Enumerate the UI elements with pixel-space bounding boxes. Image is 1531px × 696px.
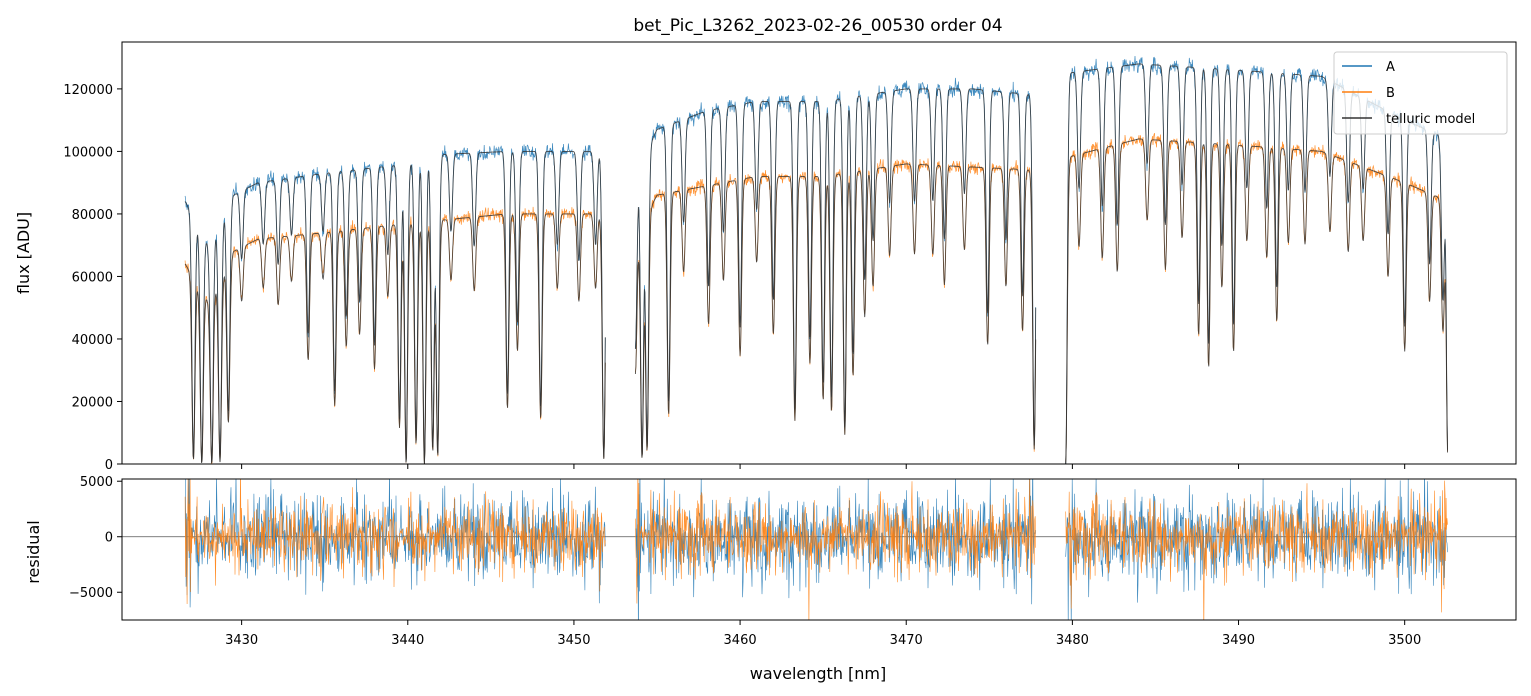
- residual-y-tick-label: −5000: [69, 586, 113, 601]
- chart-title: bet_Pic_L3262_2023-02-26_00530 order 04: [633, 16, 1002, 36]
- residual-panel-border: [121, 478, 1517, 621]
- wavelength-tick-label: 3500: [1388, 633, 1421, 648]
- residual-axis-label: residual: [24, 520, 43, 583]
- flux-panel-border: [121, 41, 1517, 465]
- wavelength-tick-label: 3470: [890, 633, 923, 648]
- legend-label-a: A: [1386, 60, 1395, 75]
- flux-y-tick-label: 60000: [72, 270, 113, 285]
- wavelength-tick-label: 3450: [557, 633, 590, 648]
- residual-series-b-segment-1: [635, 479, 1036, 620]
- residual-series-b-segment-0: [184, 479, 606, 605]
- flux-axis-label: flux [ADU]: [14, 212, 33, 294]
- flux-panel: 0 20000 40000 60000 80000 100000 120000 flux […: [14, 41, 1517, 473]
- wavelength-axis-label: wavelength [nm]: [750, 664, 887, 683]
- legend-label-b: B: [1386, 86, 1395, 101]
- telluric-model-b-segment-1: [634, 163, 1037, 458]
- wavelength-tick-label: 3430: [225, 633, 258, 648]
- legend: A B telluric model: [1333, 51, 1508, 135]
- wavelength-tick-label: 3460: [724, 633, 757, 648]
- flux-y-tick-label: 80000: [72, 208, 113, 223]
- residual-y-tick-label: 0: [105, 531, 113, 546]
- flux-y-tick-label: 100000: [63, 145, 113, 160]
- legend-label-model: telluric model: [1386, 112, 1475, 127]
- telluric-model-b-segment-0: [184, 213, 606, 464]
- flux-y-tick-label: 0: [105, 458, 113, 473]
- telluric-model-a-segment-1: [634, 88, 1037, 457]
- wavelength-tick-label: 3440: [391, 633, 424, 648]
- telluric-model-a-segment-0: [184, 150, 606, 464]
- flux-y-tick-label: 40000: [72, 333, 113, 348]
- wavelength-tick-label: 3480: [1056, 633, 1089, 648]
- residual-y-tick-label: 5000: [80, 475, 113, 490]
- legend-box: [1333, 51, 1508, 135]
- wavelength-tick-label: 3490: [1222, 633, 1255, 648]
- flux-y-tick-label: 120000: [63, 83, 113, 98]
- residual-panel: 3430 3440 3450 3460 3470 3480 3490 3500 −5000 0 50…: [24, 475, 1517, 683]
- residual-series-b-segment-2: [1065, 480, 1448, 620]
- telluric-model-b-segment-2: [1065, 138, 1448, 464]
- flux-y-tick-label: 20000: [72, 395, 113, 410]
